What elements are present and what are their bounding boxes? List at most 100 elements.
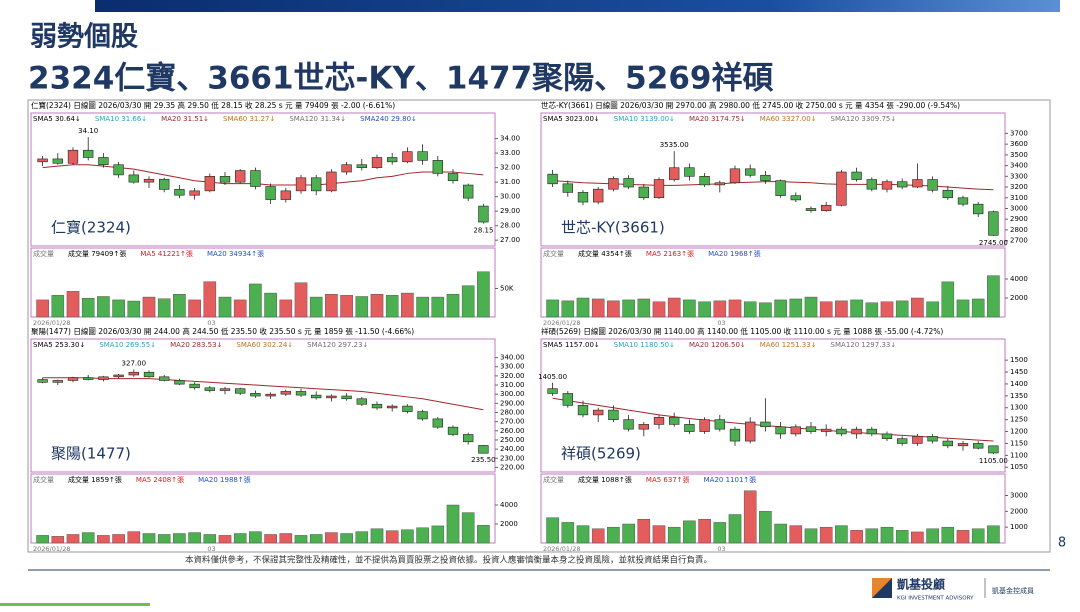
candle-body [957,443,969,447]
volume-bar [157,298,171,318]
candle-body [326,395,337,399]
y-tick-label: 1450 [1010,368,1028,376]
date-label: 03 [717,319,725,327]
volume-bar [249,283,262,318]
top-bar [95,0,1060,12]
volume-bar [416,527,429,544]
candle-body [174,380,185,385]
candle-body [417,151,428,161]
volume-bar [865,528,879,544]
ma-legend: SMA5 30.64↓ [33,115,81,123]
volume-bar [637,298,651,318]
high-label: 34.10 [78,127,98,135]
volume-bar [865,302,879,318]
volume-bar [835,300,848,318]
charts-frame [27,99,1051,553]
candle-body [988,445,999,454]
y-tick-label: 3100 [1010,194,1028,202]
candle-body [821,204,832,211]
volume-bar [325,294,338,318]
volume-tick-label: 2000 [1010,507,1028,515]
y-tick-label: 32.00 [500,164,520,172]
volume-bar [622,523,635,544]
logo-group: 凱基金控成員 [992,586,1034,595]
candle-body [669,416,680,425]
volume-bar [713,522,727,544]
candle-body [174,189,185,196]
volume-bar [218,296,232,318]
volume-tick-label: 2000 [500,520,518,528]
date-label: 03 [207,545,215,553]
y-tick-label: 3400 [1010,162,1028,170]
logo: 凱基投顧 KGI INVESTMENT ADVISORY 凱基金控成員 [872,577,1034,602]
candle-body [447,426,459,435]
ma20-line [552,180,994,191]
candle-body [478,205,489,223]
high-label: 3535.00 [660,141,689,149]
y-tick-label: 260.00 [500,427,525,435]
volume-bar [607,526,620,544]
volume-bar [591,528,605,544]
volume-bar [370,528,384,544]
logo-english: KGI INVESTMENT ADVISORY [897,596,974,602]
volume-bar [850,299,863,318]
candle-body [593,409,604,416]
volume-bar [895,300,909,318]
ma-legend: MA20 1206.50↓ [689,341,746,349]
volume-legend: MA5 2163↑張 [646,250,694,258]
candle-body [836,171,847,206]
candle-body [447,173,459,181]
ma-legend: MA20 3174.75↓ [689,115,746,123]
y-tick-label: 2800 [1010,226,1028,234]
volume-bar [576,525,590,544]
candle-body [432,160,443,174]
candle-body [265,186,276,200]
volume-tick-label: 2000 [1010,294,1028,302]
ma-legend: SMA60 302.24↓ [236,341,293,349]
ma-legend: SMA120 31.34↓ [289,115,346,123]
y-tick-label: 270.00 [500,418,525,426]
low-label: 2745.00 [979,239,1008,247]
volume-bar [97,535,110,544]
volume-bar [461,285,475,318]
date-label: 2026/01/28 [543,545,580,553]
volume-bar [81,532,95,544]
candle-body [547,173,558,185]
candle-body [128,371,139,376]
volume-bar [941,281,955,318]
y-tick-label: 3700 [1010,129,1028,137]
volume-bar [561,522,575,544]
volume-bar [759,511,772,544]
volume-legend: 成交量 4354↑張 [578,249,632,258]
candle-body [973,443,984,449]
chart-info: 聚陽(1477) 日線圖 2026/03/30 開 244.00 高 244.5… [31,326,414,336]
candle-body [295,391,307,396]
candle-body [280,391,291,395]
candle-body [577,405,589,416]
stock-label: 祥碩(5269) [561,445,641,463]
candle-body [760,174,771,181]
volume-bar [36,535,49,544]
y-tick-label: 250.00 [500,436,525,444]
date-label: 2026/01/28 [33,545,70,553]
volume-bar [759,302,772,318]
volume-bar [188,532,201,544]
high-label: 327.00 [122,359,147,367]
y-tick-label: 2700 [1010,237,1028,245]
volume-legend: 成交量 [543,249,564,258]
ma-legend: SMA5 253.30↓ [33,341,85,349]
volume-box [540,247,1006,318]
candle-body [98,157,109,166]
volume-legend: 成交量 [33,475,54,484]
candle-body [638,186,649,199]
volume-bar [743,490,757,544]
candle-body [714,419,725,430]
candle-body [973,203,984,215]
candle-body [37,158,48,163]
volume-bar [36,299,49,318]
candle-body [311,177,322,192]
y-tick-label: 290.00 [500,399,525,407]
volume-bar [774,299,787,318]
candle-body [851,171,862,180]
